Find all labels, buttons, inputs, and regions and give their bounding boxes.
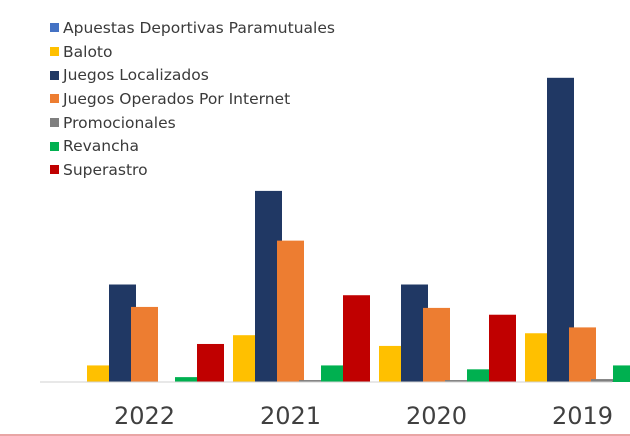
bar-2019-revancha — [613, 365, 630, 382]
bar-2021-juegos-operados-por-internet — [277, 240, 304, 382]
legend-item: Baloto — [50, 40, 335, 64]
legend-label: Juegos Operados Por Internet — [63, 89, 291, 108]
legend-swatch — [50, 141, 59, 151]
bar-2019-promocionales — [591, 379, 618, 382]
x-tick-labels: 2022 2021 2020 2019 — [114, 402, 613, 430]
bar-2022-revancha — [175, 377, 202, 382]
bar-2021-promocionales — [299, 380, 326, 382]
legend-label: Baloto — [63, 42, 113, 61]
legend-item: Promocionales — [50, 111, 335, 135]
legend-label: Apuestas Deportivas Paramutuales — [63, 18, 335, 37]
x-tick-label: 2020 — [406, 402, 467, 430]
x-tick-label: 2022 — [114, 402, 175, 430]
x-tick-label: 2019 — [552, 402, 613, 430]
bar-2020-juegos-operados-por-internet — [423, 307, 450, 382]
bar-2022-baloto — [87, 365, 114, 382]
legend-item: Juegos Localizados — [50, 63, 335, 87]
legend-swatch — [50, 47, 59, 57]
bar-2020-revancha — [467, 369, 494, 382]
bottom-divider — [0, 434, 630, 436]
legend-swatch — [50, 70, 59, 80]
bar-2021-revancha — [321, 365, 348, 382]
legend-swatch — [50, 94, 59, 104]
legend-swatch — [50, 165, 59, 175]
bar-2019-juegos-operados-por-internet — [569, 327, 596, 382]
legend-item: Revancha — [50, 134, 335, 158]
legend-swatch — [50, 23, 59, 33]
legend-item: Apuestas Deportivas Paramutuales — [50, 16, 335, 40]
legend-label: Juegos Localizados — [63, 66, 209, 85]
legend-label: Promocionales — [63, 113, 176, 132]
legend-swatch — [50, 118, 59, 128]
bar-2022-juegos-operados-por-internet — [131, 306, 158, 382]
bar-2022-superastro — [197, 343, 224, 382]
legend-label: Superastro — [63, 160, 148, 179]
legend-item: Juegos Operados Por Internet — [50, 87, 335, 111]
bar-2020-superastro — [489, 314, 516, 382]
x-tick-label: 2021 — [260, 402, 321, 430]
bar-2020-promocionales — [445, 380, 472, 382]
bar-2021-superastro — [343, 295, 370, 382]
legend: Apuestas Deportivas Paramutuales Baloto Ju… — [50, 16, 335, 182]
legend-item: Superastro — [50, 158, 335, 182]
legend-label: Revancha — [63, 137, 139, 156]
bars-layer — [87, 77, 630, 383]
